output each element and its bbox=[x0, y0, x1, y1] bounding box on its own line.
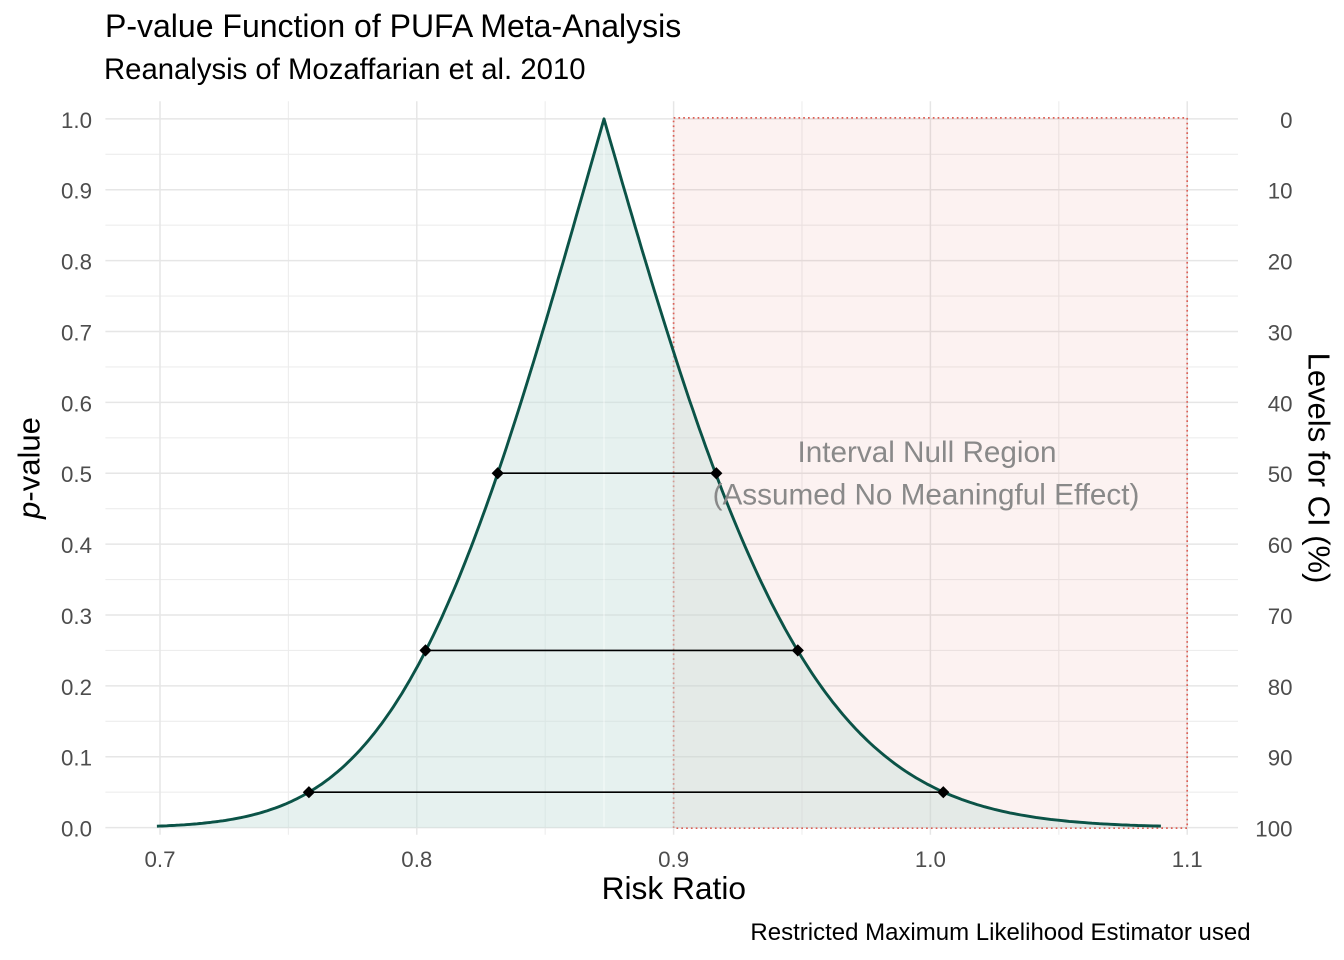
svg-text:0.6: 0.6 bbox=[61, 391, 92, 416]
svg-text:Interval Null Region: Interval Null Region bbox=[797, 436, 1056, 469]
svg-text:0.2: 0.2 bbox=[61, 675, 92, 700]
svg-text:0.7: 0.7 bbox=[145, 847, 176, 872]
svg-text:(Assumed No Meaningful Effect): (Assumed No Meaningful Effect) bbox=[713, 479, 1140, 512]
svg-text:0.5: 0.5 bbox=[61, 462, 92, 487]
svg-text:0.3: 0.3 bbox=[61, 604, 92, 629]
svg-text:Reanalysis of Mozaffarian et a: Reanalysis of Mozaffarian et al. 2010 bbox=[104, 53, 586, 86]
svg-text:0.9: 0.9 bbox=[658, 847, 689, 872]
svg-text:90: 90 bbox=[1268, 746, 1293, 771]
svg-text:100: 100 bbox=[1255, 817, 1292, 842]
svg-text:40: 40 bbox=[1268, 391, 1293, 416]
svg-text:Risk Ratio: Risk Ratio bbox=[602, 870, 746, 906]
svg-text:0: 0 bbox=[1280, 108, 1292, 133]
svg-text:0.7: 0.7 bbox=[61, 320, 92, 345]
svg-text:0.4: 0.4 bbox=[61, 533, 92, 558]
svg-text:0.1: 0.1 bbox=[61, 746, 92, 771]
svg-text:0.8: 0.8 bbox=[401, 847, 432, 872]
svg-text:Restricted Maximum Likelihood: Restricted Maximum Likelihood Estimator … bbox=[750, 919, 1250, 946]
svg-text:p-value: p-value bbox=[12, 417, 47, 520]
svg-text:0.9: 0.9 bbox=[61, 179, 92, 204]
svg-text:0.0: 0.0 bbox=[61, 817, 92, 842]
svg-text:30: 30 bbox=[1268, 320, 1293, 345]
svg-text:60: 60 bbox=[1268, 533, 1293, 558]
svg-text:50: 50 bbox=[1268, 462, 1293, 487]
svg-text:1.0: 1.0 bbox=[915, 847, 946, 872]
svg-text:80: 80 bbox=[1268, 675, 1293, 700]
svg-text:70: 70 bbox=[1268, 604, 1293, 629]
svg-text:10: 10 bbox=[1268, 179, 1293, 204]
svg-text:1.1: 1.1 bbox=[1172, 847, 1203, 872]
svg-text:P-value Function of PUFA Meta-: P-value Function of PUFA Meta-Analysis bbox=[105, 8, 681, 44]
svg-text:0.8: 0.8 bbox=[61, 250, 92, 275]
svg-text:Levels for CI (%): Levels for CI (%) bbox=[1302, 353, 1337, 584]
svg-text:1.0: 1.0 bbox=[61, 108, 92, 133]
svg-text:20: 20 bbox=[1268, 250, 1293, 275]
